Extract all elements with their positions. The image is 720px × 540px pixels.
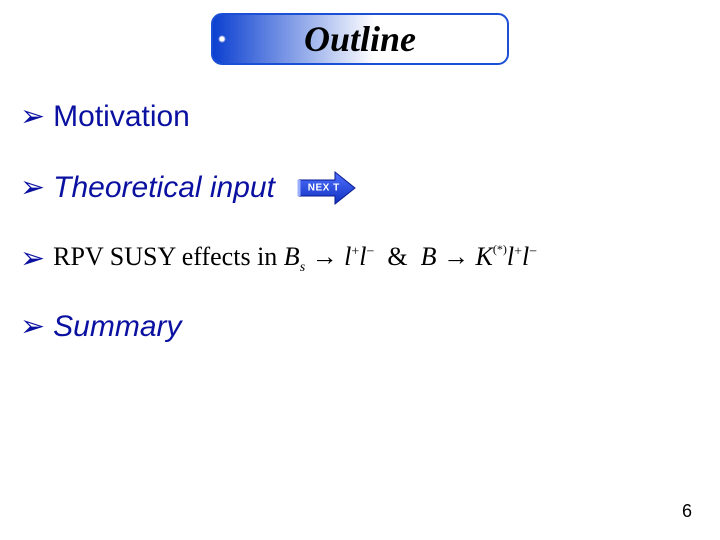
next-arrow: NEX T xyxy=(295,168,359,208)
next-arrow-label: NEX T xyxy=(308,184,340,193)
bullet-text: Motivation xyxy=(53,100,190,134)
bullet-mark: ➢ xyxy=(20,312,45,342)
page-title: Outline xyxy=(304,18,416,60)
bullet-item-rpv: ➢ RPV SUSY effects in Bs → l+l− & B → K(… xyxy=(20,242,700,276)
title-banner: Outline xyxy=(210,12,510,66)
bullet-text: Summary xyxy=(53,310,181,344)
bullet-item-summary: ➢ Summary xyxy=(20,310,700,344)
bullet-formula: RPV SUSY effects in Bs → l+l− & B → K(*)… xyxy=(53,242,537,276)
bullet-mark: ➢ xyxy=(20,244,45,274)
page-number: 6 xyxy=(682,501,692,522)
bullet-mark: ➢ xyxy=(20,102,45,132)
formula-prefix: RPV SUSY effects in xyxy=(53,242,284,271)
bullet-text: Theoretical input xyxy=(53,171,275,205)
bullet-mark: ➢ xyxy=(20,173,45,203)
bullet-item-motivation: ➢ Motivation xyxy=(20,100,700,134)
bullet-list: ➢ Motivation ➢ Theoretical input NEX T ➢… xyxy=(20,100,700,378)
bullet-item-theoretical: ➢ Theoretical input NEX T xyxy=(20,168,700,208)
